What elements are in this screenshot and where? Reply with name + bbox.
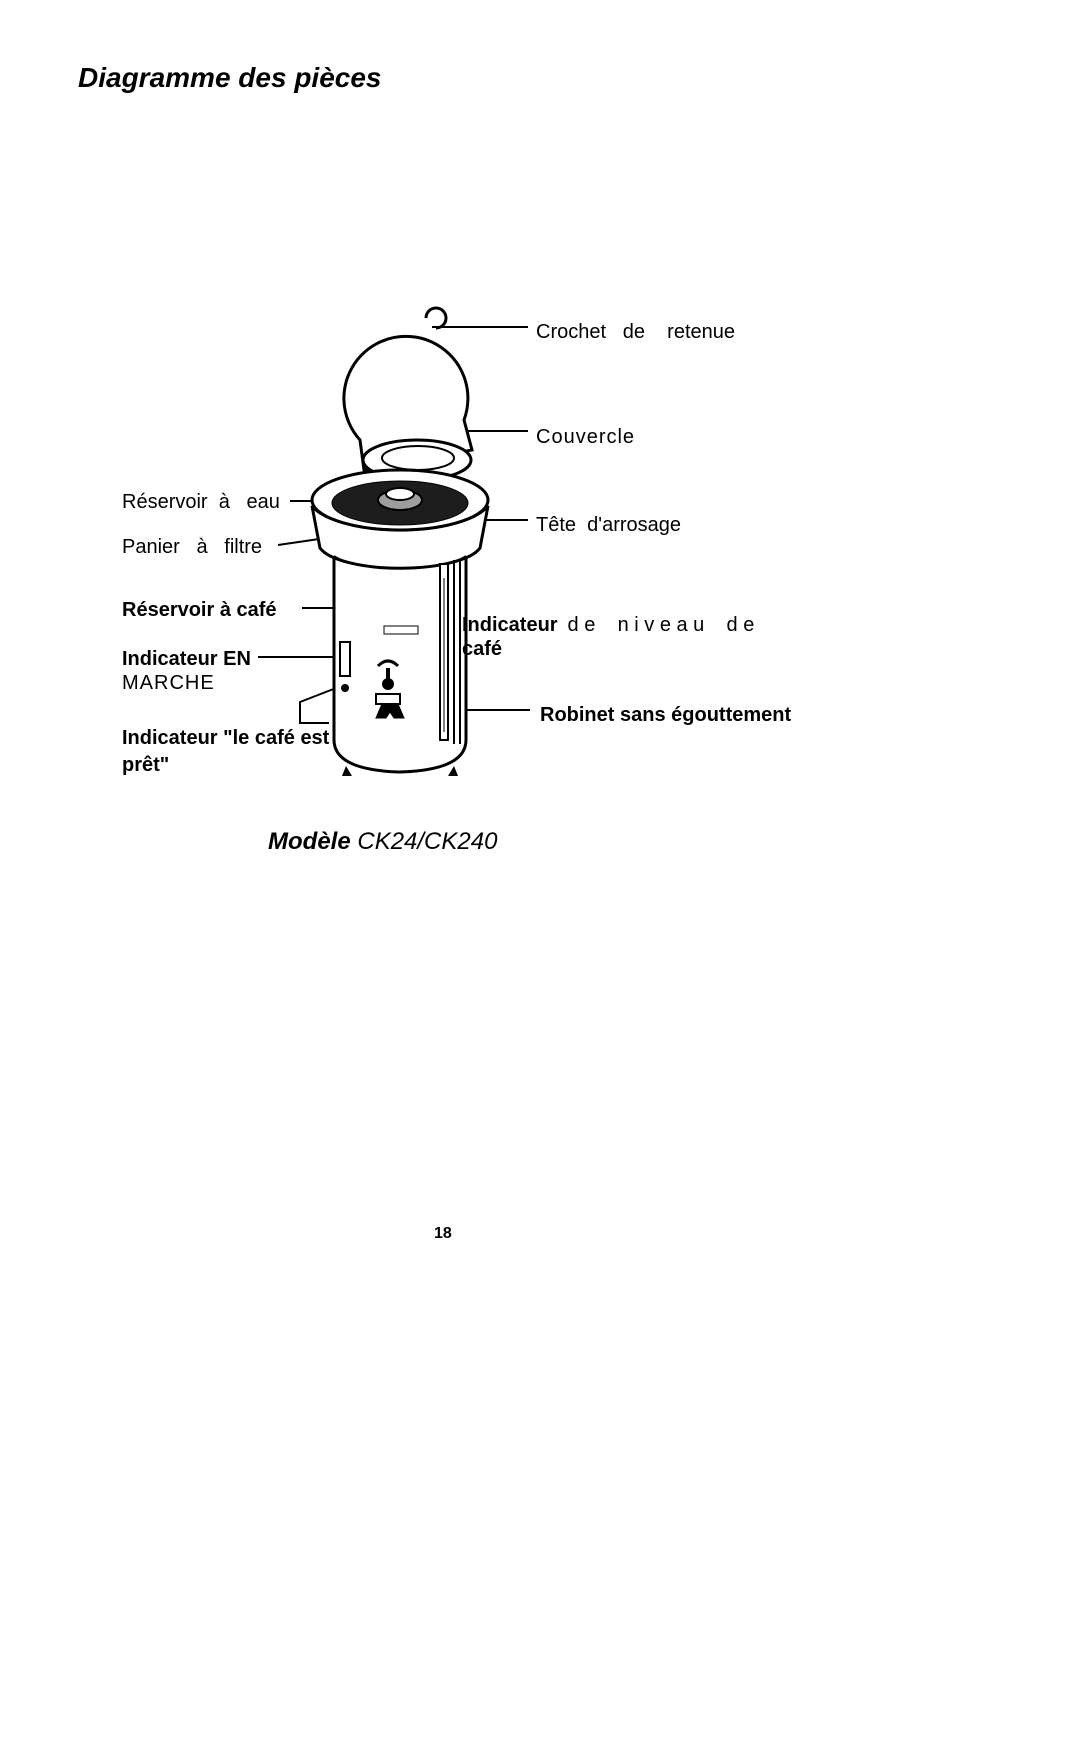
label-tete-arrosage: Tête d'arrosage (536, 512, 681, 539)
lid-icon (344, 308, 472, 480)
label-crochet: Crochet de retenue (536, 319, 735, 346)
label-reservoir-eau: Réservoir à eau (122, 489, 280, 516)
parts-diagram (0, 0, 1080, 1752)
model-label-bold: Modèle (268, 828, 351, 855)
label-marche: MARCHE (122, 670, 215, 697)
label-indic-niveau-b: d e n i v e a u d e (562, 612, 754, 639)
label-indicateur-en: Indicateur EN (122, 646, 251, 673)
label-couvercle: Couvercle (536, 424, 635, 451)
model-label-rest: CK24/CK240 (351, 828, 498, 855)
label-indicateur-pret: Indicateur "le café est prêt" (122, 725, 329, 779)
label-indic-niveau-a: Indicateur (462, 612, 558, 639)
page: Diagramme des pièces (0, 0, 1080, 1752)
model-caption: Modèle CK24/CK240 (268, 828, 497, 856)
label-reservoir-cafe: Réservoir à café (122, 597, 277, 624)
page-number: 18 (434, 1225, 452, 1243)
label-panier-filtre: Panier à filtre (122, 534, 262, 561)
label-indic-niveau-c: café (462, 636, 502, 663)
label-robinet: Robinet sans égouttement (540, 702, 791, 729)
